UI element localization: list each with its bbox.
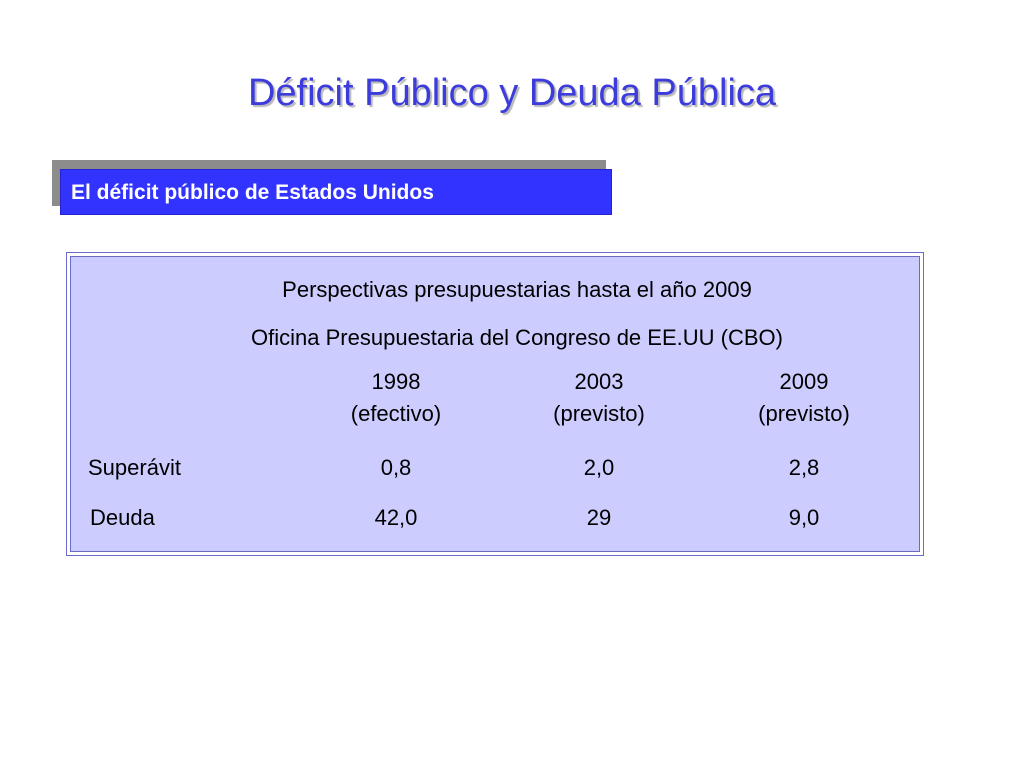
table-cell: 9,0 [788, 505, 820, 530]
column-header-year: 1998 [371, 369, 421, 394]
table-cell: 2,0 [583, 455, 615, 480]
column-header-year: 2003 [574, 369, 624, 394]
table-cell: 42,0 [374, 505, 418, 530]
table-caption-line2: Oficina Presupuestaria del Congreso de E… [251, 325, 783, 350]
column-header-note: (previsto) [758, 401, 850, 426]
subtitle-box: El déficit público de Estados Unidos [60, 169, 612, 215]
row-label-superavit: Superávit [88, 455, 181, 480]
table-cell: 29 [586, 505, 612, 530]
table-cell: 0,8 [380, 455, 412, 480]
table-cell: 2,8 [788, 455, 820, 480]
column-header-note: (previsto) [553, 401, 645, 426]
row-label-deuda: Deuda [90, 505, 155, 530]
column-header-year: 2009 [779, 369, 829, 394]
budget-table: Perspectivas presupuestarias hasta el añ… [66, 252, 924, 556]
subtitle-text: El déficit público de Estados Unidos [71, 181, 434, 204]
table-caption-line1: Perspectivas presupuestarias hasta el añ… [282, 277, 752, 302]
budget-table-panel: Perspectivas presupuestarias hasta el añ… [70, 256, 920, 552]
column-header-note: (efectivo) [350, 401, 442, 426]
slide-title: Déficit Público y Deuda Pública [247, 72, 777, 114]
